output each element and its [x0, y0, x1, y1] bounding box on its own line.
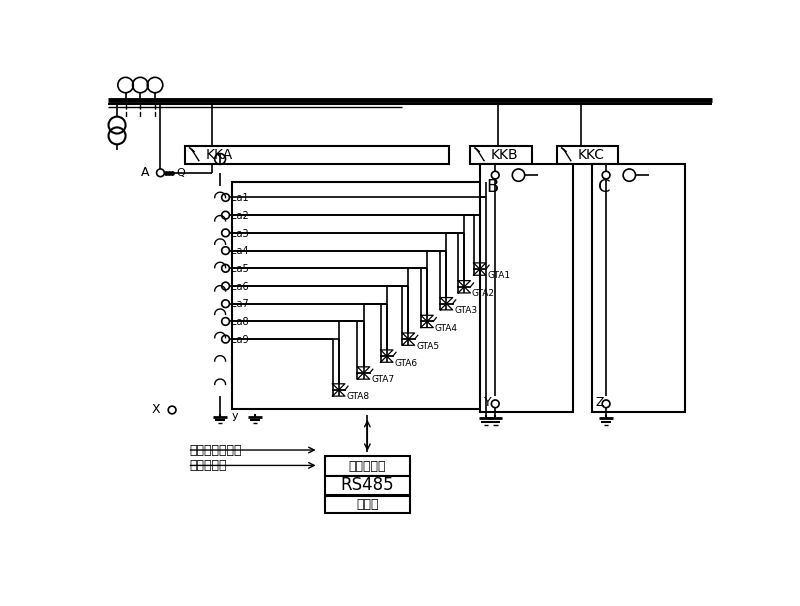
Bar: [325, 476, 410, 496]
Text: La8: La8: [231, 317, 249, 327]
Text: La6: La6: [231, 282, 249, 291]
Text: La3: La3: [231, 228, 249, 239]
Text: KKB: KKB: [490, 148, 518, 162]
Bar: [232, 182, 487, 409]
Text: GTA6: GTA6: [394, 359, 418, 367]
Bar: [470, 146, 533, 164]
Text: Q: Q: [176, 168, 185, 178]
Text: 开关量输入: 开关量输入: [189, 459, 226, 472]
Text: La2: La2: [231, 211, 249, 221]
Text: La4: La4: [231, 247, 249, 256]
Text: La7: La7: [231, 299, 249, 310]
Text: Z: Z: [596, 396, 605, 409]
Text: KKA: KKA: [206, 148, 233, 162]
Text: La9: La9: [231, 335, 249, 345]
Bar: [480, 164, 573, 411]
Bar: [325, 456, 410, 476]
Text: GTA8: GTA8: [346, 393, 370, 401]
Text: KKC: KKC: [578, 148, 605, 162]
Text: B: B: [486, 178, 498, 196]
Text: GTA7: GTA7: [371, 376, 394, 384]
Text: Y: Y: [484, 396, 491, 409]
Text: y: y: [232, 411, 238, 421]
Text: A: A: [141, 166, 150, 179]
Bar: [325, 496, 410, 513]
Text: RS485: RS485: [341, 476, 394, 494]
Text: La5: La5: [231, 264, 249, 274]
Text: GTA4: GTA4: [435, 324, 458, 333]
Text: GTA3: GTA3: [454, 306, 478, 315]
Text: 电流、电压输入: 电流、电压输入: [189, 444, 242, 456]
Text: GTA1: GTA1: [487, 271, 510, 281]
Text: 微机控制器: 微机控制器: [349, 460, 386, 473]
Text: 上位机: 上位机: [356, 498, 378, 511]
Bar: [558, 146, 618, 164]
Bar: [186, 146, 449, 164]
Bar: [592, 164, 685, 411]
Text: X: X: [152, 404, 161, 416]
Text: La1: La1: [231, 193, 249, 203]
Text: GTA5: GTA5: [416, 342, 439, 350]
Text: GTA2: GTA2: [472, 289, 495, 298]
Text: C: C: [598, 178, 611, 196]
